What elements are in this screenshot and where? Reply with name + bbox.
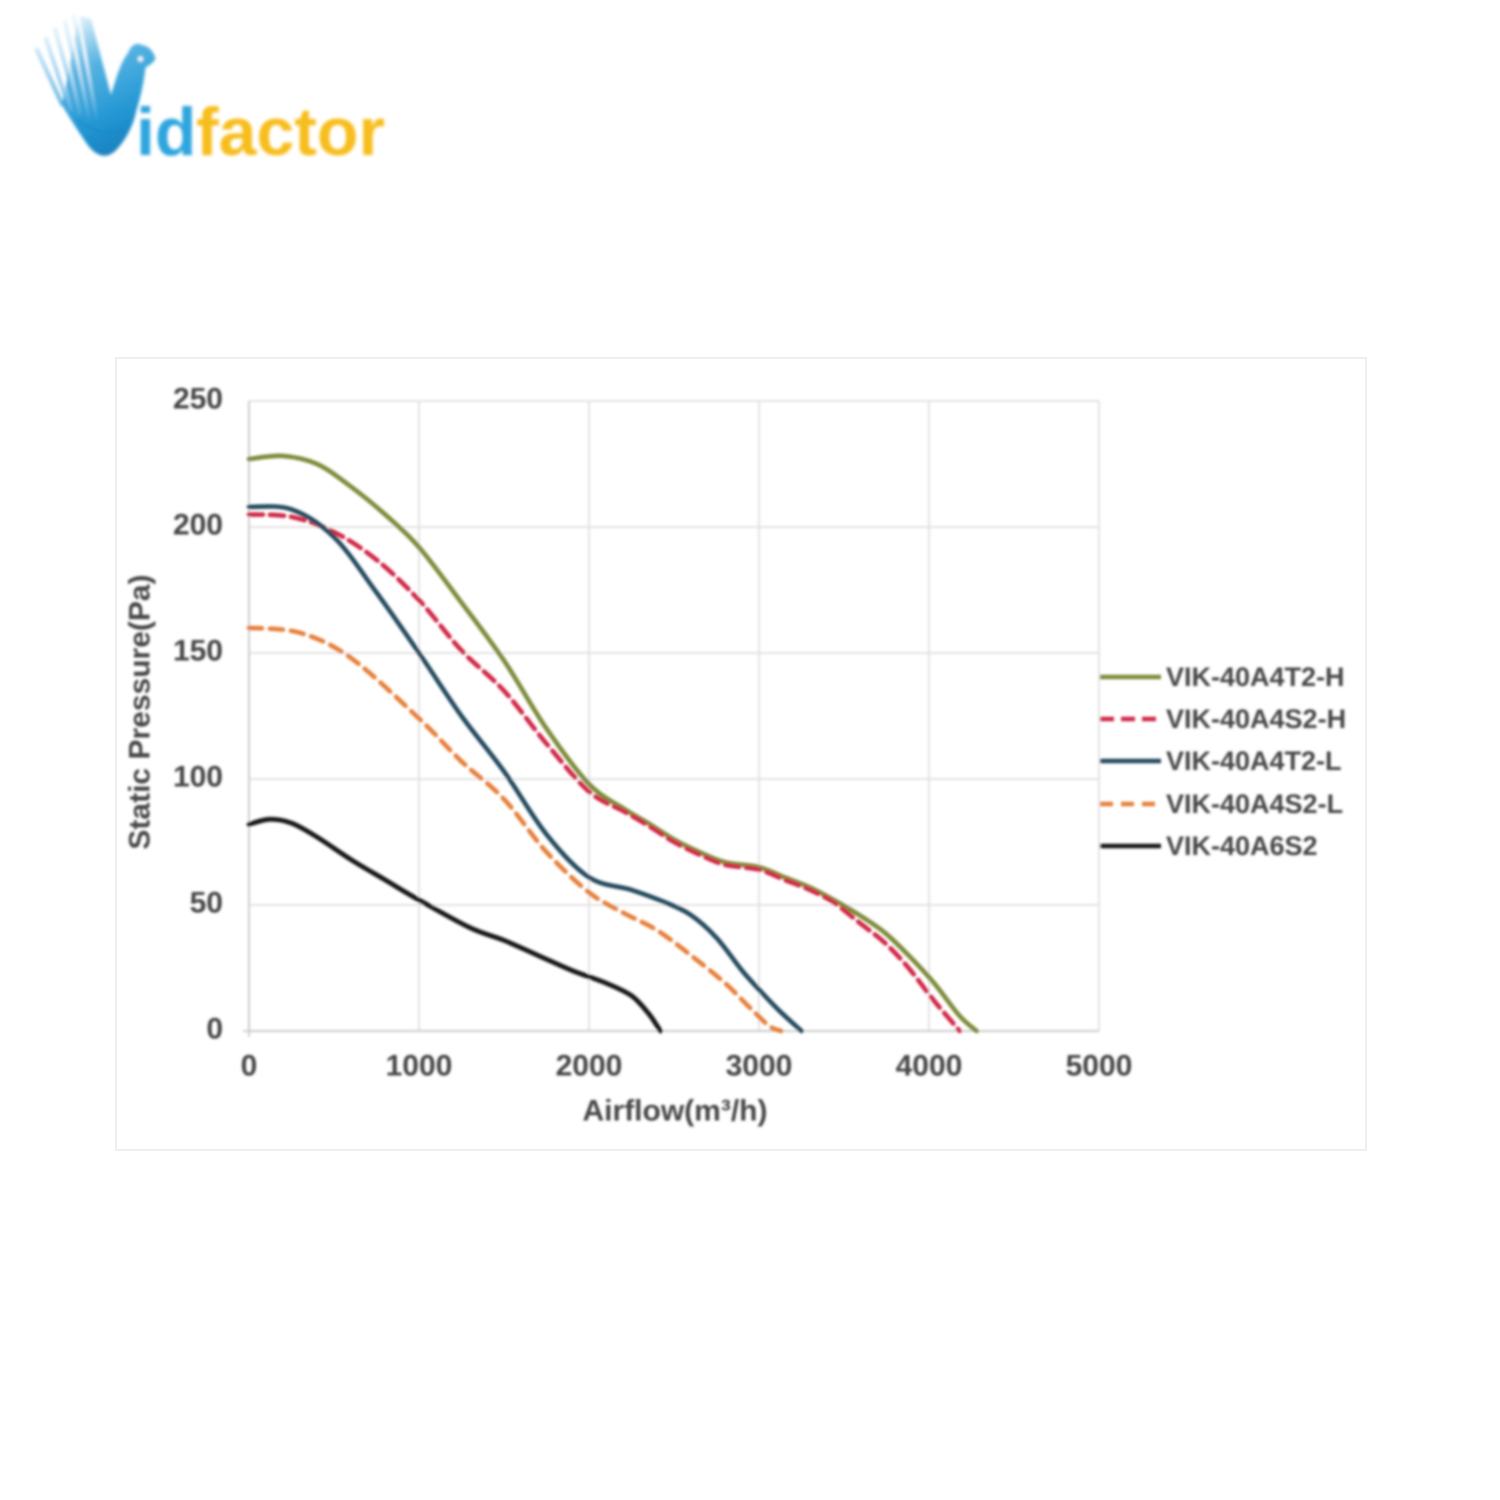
svg-text:200: 200 [173, 509, 223, 542]
svg-text:150: 150 [173, 635, 223, 668]
svg-text:factor: factor [196, 94, 385, 170]
svg-text:VIK-40A4T2-L: VIK-40A4T2-L [1166, 746, 1342, 776]
svg-text:2000: 2000 [556, 1050, 623, 1083]
svg-text:5000: 5000 [1066, 1050, 1133, 1083]
svg-text:Static Pressure(Pa): Static Pressure(Pa) [124, 574, 157, 849]
svg-text:3000: 3000 [726, 1050, 793, 1083]
svg-text:0: 0 [206, 1013, 223, 1046]
svg-text:0: 0 [241, 1050, 258, 1083]
svg-text:VIK-40A6S2: VIK-40A6S2 [1166, 831, 1318, 861]
svg-text:VIK-40A4T2-H: VIK-40A4T2-H [1166, 662, 1345, 692]
svg-text:id: id [136, 94, 196, 170]
svg-text:100: 100 [173, 761, 223, 794]
svg-text:VIK-40A4S2-H: VIK-40A4S2-H [1166, 704, 1346, 734]
svg-text:250: 250 [173, 383, 223, 416]
svg-text:Airflow(m³/h): Airflow(m³/h) [583, 1095, 768, 1128]
svg-text:50: 50 [190, 887, 223, 920]
svg-text:4000: 4000 [896, 1050, 963, 1083]
svg-text:1000: 1000 [386, 1050, 453, 1083]
svg-text:VIK-40A4S2-L: VIK-40A4S2-L [1166, 789, 1343, 819]
